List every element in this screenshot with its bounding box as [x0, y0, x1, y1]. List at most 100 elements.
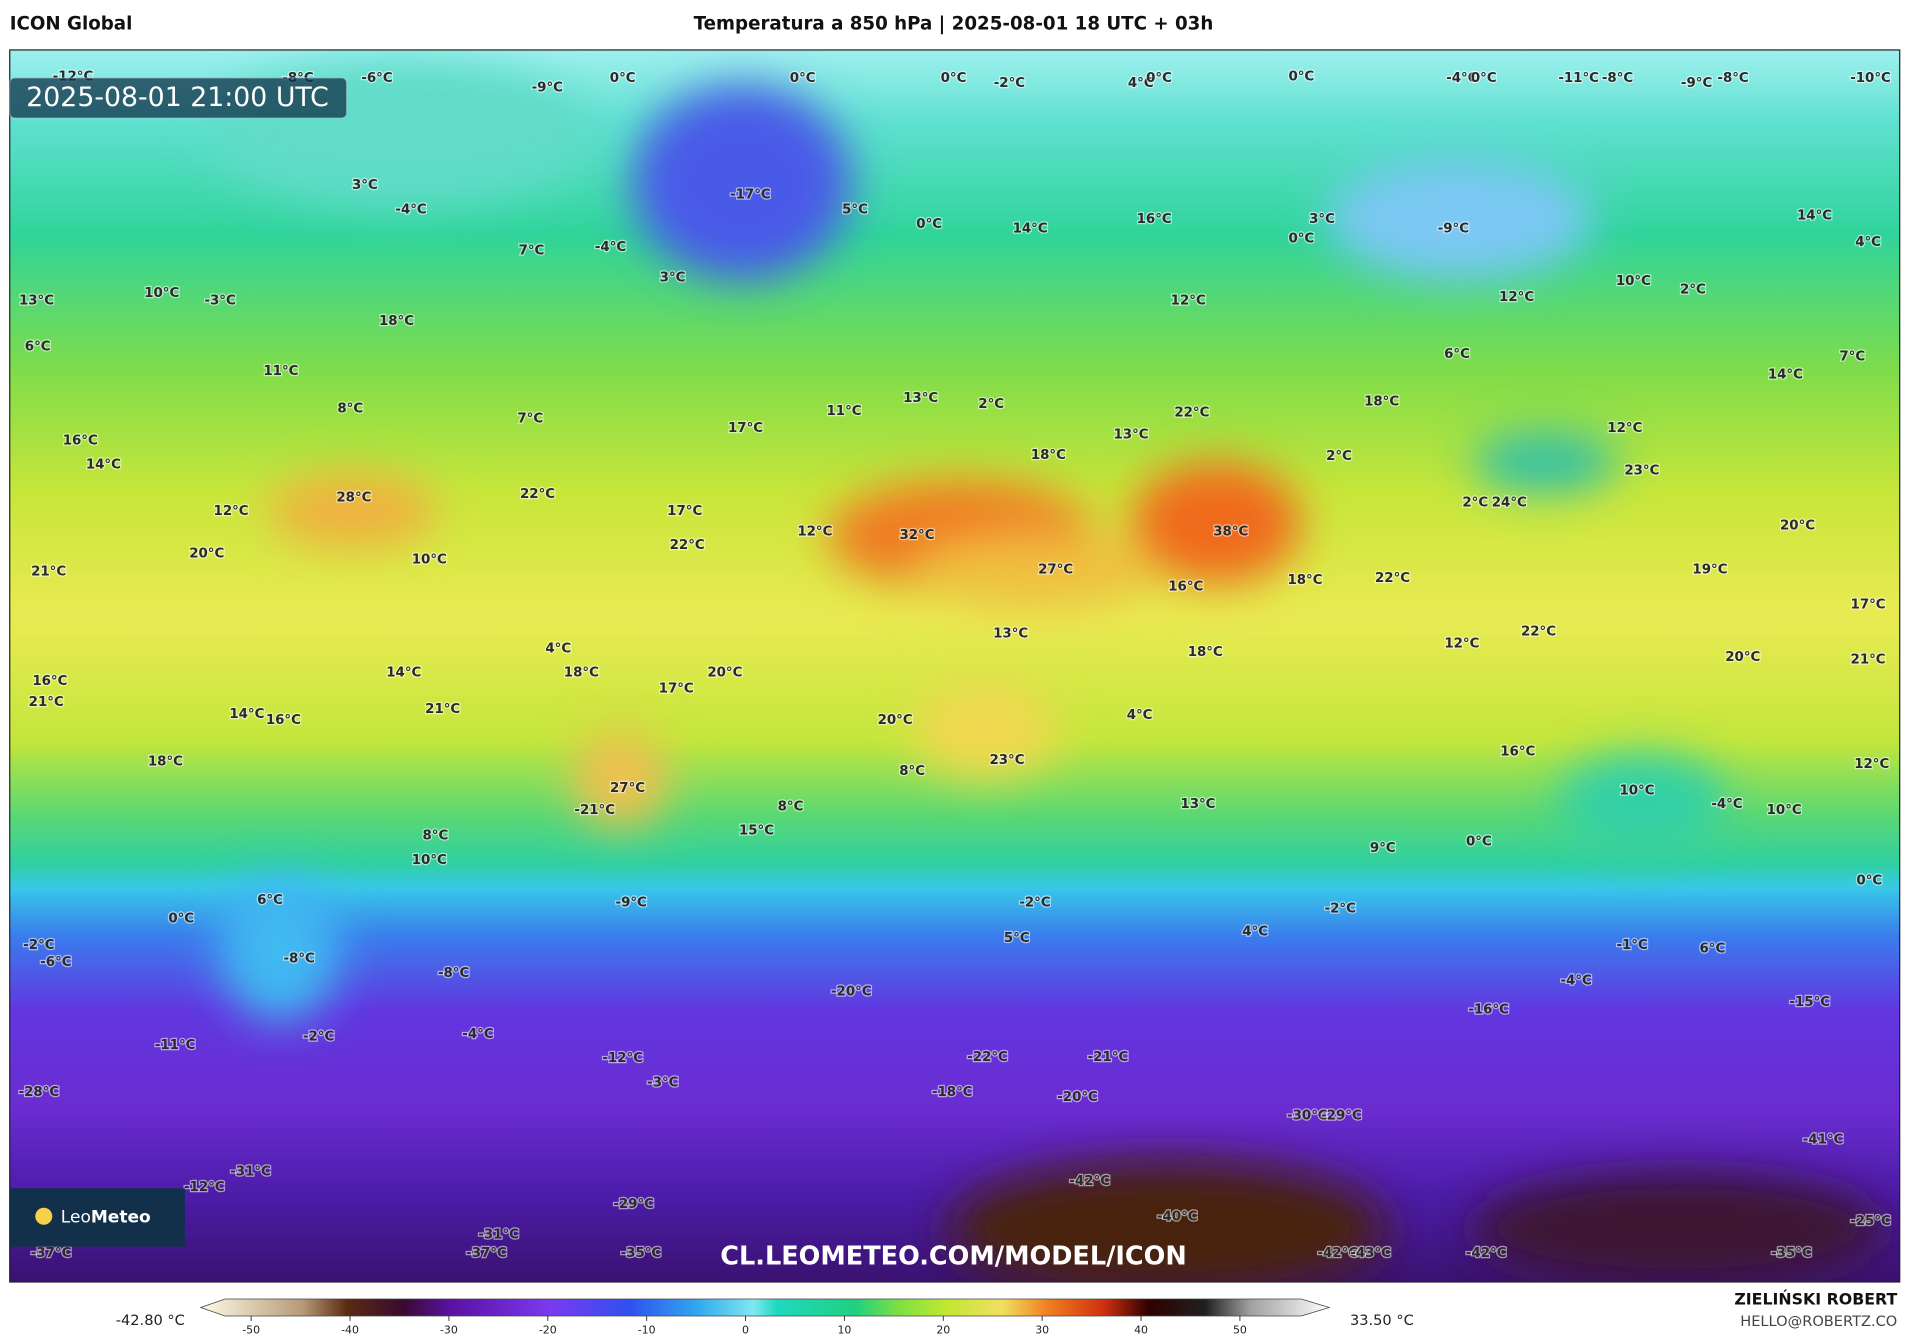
- temperature-label: 10°C: [1616, 274, 1651, 289]
- temperature-label: 2°C: [978, 397, 1004, 412]
- temperature-label: 18°C: [564, 666, 599, 681]
- temperature-label: -4°C: [1561, 973, 1592, 988]
- temperature-label: -29°C: [613, 1197, 654, 1212]
- cold-blob: [1471, 1173, 1886, 1282]
- hot-blob: [267, 474, 438, 548]
- colorbar-tick-label: -10: [638, 1324, 656, 1337]
- watermark: CL.LEOMETEO.COM/MODEL/ICON: [720, 1242, 1186, 1272]
- temperature-label: -8°C: [438, 966, 469, 981]
- temperature-label: 12°C: [1854, 757, 1889, 772]
- timestamp-box: [9, 77, 348, 119]
- temperature-label: 7°C: [519, 244, 545, 259]
- temperature-label: -41°C: [1803, 1133, 1844, 1148]
- temperature-label: -2°C: [303, 1029, 334, 1044]
- temperature-label: 0°C: [1466, 835, 1492, 850]
- logo-part2: Meteo: [91, 1208, 151, 1228]
- temperature-label: 8°C: [423, 829, 449, 844]
- temperature-label: -15°C: [1789, 995, 1830, 1010]
- colorbar-tick-label: 40: [1134, 1324, 1148, 1337]
- temperature-label: 13°C: [1114, 427, 1149, 442]
- temperature-label: 16°C: [1500, 745, 1535, 760]
- temperature-label: 0°C: [916, 217, 942, 232]
- temperature-label: 10°C: [1767, 803, 1802, 818]
- temperature-label: -6°C: [40, 955, 71, 970]
- temperature-label: 18°C: [379, 314, 414, 329]
- temperature-label: 7°C: [517, 411, 543, 426]
- temperature-label: 6°C: [1700, 942, 1726, 957]
- temperature-label: 32°C: [899, 528, 934, 543]
- temperature-label: 9°C: [1370, 841, 1396, 856]
- map-frame: [9, 49, 1901, 1283]
- temperature-label: -12°C: [184, 1180, 225, 1195]
- temperature-label: 20°C: [707, 666, 742, 681]
- temperature-label: 14°C: [1013, 222, 1048, 237]
- colorbar-tick-label: 10: [837, 1324, 851, 1337]
- temperature-label: -8°C: [284, 951, 315, 966]
- temperature-label: -6°C: [361, 71, 392, 86]
- temperature-label: -4°C: [395, 202, 426, 217]
- temperature-label: 2°C: [1680, 283, 1706, 298]
- cold-blob: [948, 1161, 1387, 1282]
- temperature-label: 24°C: [1492, 495, 1527, 510]
- temperature-label: 38°C: [1213, 525, 1248, 540]
- temperature-label: 0°C: [1288, 231, 1314, 246]
- temperature-label: 16°C: [63, 433, 98, 448]
- temperature-label: 0°C: [1146, 71, 1172, 86]
- temperature-label: 0°C: [941, 71, 967, 86]
- temperature-label: -2°C: [1019, 896, 1050, 911]
- timestamp: 2025-08-01 21:00 UTC: [26, 82, 329, 113]
- temperature-label: -21°C: [1088, 1050, 1129, 1065]
- temperature-label: 0°C: [1856, 874, 1882, 889]
- cold-blob: [632, 85, 852, 280]
- temperature-label: -16°C: [1468, 1003, 1509, 1018]
- colorbar-ticks: -50 -40 -30 -20 -10 0 10 20 30 40 50: [242, 1316, 1247, 1337]
- temperature-label: 28°C: [336, 491, 371, 506]
- colorbar-tick-label: -30: [440, 1324, 458, 1337]
- temperature-label: 23°C: [989, 753, 1024, 768]
- temperature-label: -4°C: [1711, 797, 1742, 812]
- temperature-label: 4°C: [1127, 708, 1153, 723]
- temperature-label: 14°C: [229, 707, 264, 722]
- temperature-label: 6°C: [25, 340, 51, 355]
- temperature-label: 13°C: [903, 391, 938, 406]
- cold-blob: [1556, 754, 1728, 852]
- temperature-label: -30°C: [1287, 1108, 1328, 1123]
- logo-text: LeoMeteo: [61, 1208, 151, 1228]
- hot-blob: [912, 535, 1156, 609]
- temperature-label: -20°C: [1057, 1090, 1098, 1105]
- temperature-label: -3°C: [647, 1076, 678, 1091]
- temperature-label: 18°C: [1188, 645, 1223, 660]
- temperature-label: 2°C: [1462, 495, 1488, 510]
- temperature-label: -20°C: [831, 984, 872, 999]
- colorbar-tick-label: -20: [539, 1324, 557, 1337]
- temperature-label: 10°C: [412, 553, 447, 568]
- temperature-field: -12°C-8°C-6°C-9°C0°C0°C0°C-2°C4°C0°C0°C-…: [9, 49, 1900, 1282]
- temperature-label: 12°C: [1607, 421, 1642, 436]
- temperature-label: 16°C: [32, 674, 67, 689]
- temperature-label: -2°C: [994, 76, 1025, 91]
- temperature-label: -10°C: [1850, 71, 1891, 86]
- temperature-label: -40°C: [1157, 1209, 1198, 1224]
- temperature-label: 4°C: [1855, 235, 1881, 250]
- temperature-label: 18°C: [1031, 448, 1066, 463]
- temperature-label: 12°C: [1171, 293, 1206, 308]
- temperature-label: 17°C: [667, 504, 702, 519]
- temperature-label: -8°C: [1602, 71, 1633, 86]
- temperature-label: 20°C: [1725, 650, 1760, 665]
- temperature-label: -4°C: [462, 1027, 493, 1042]
- temperature-label: -4°C: [1446, 71, 1477, 86]
- temperature-label: -42°C: [1318, 1246, 1359, 1261]
- temperature-label: 8°C: [899, 764, 925, 779]
- temperature-label: -31°C: [230, 1164, 271, 1179]
- temperature-label: 22°C: [670, 538, 705, 553]
- temperature-label: 22°C: [1174, 405, 1209, 420]
- hot-blob: [1131, 462, 1302, 584]
- temperature-label: 20°C: [189, 546, 224, 561]
- temperature-label: 22°C: [520, 487, 555, 502]
- temperature-label: 0°C: [168, 911, 194, 926]
- temperature-label: -11°C: [155, 1038, 196, 1053]
- temperature-label: 5°C: [1004, 931, 1030, 946]
- temperature-label: 27°C: [1038, 562, 1073, 577]
- cold-blob: [1325, 158, 1594, 280]
